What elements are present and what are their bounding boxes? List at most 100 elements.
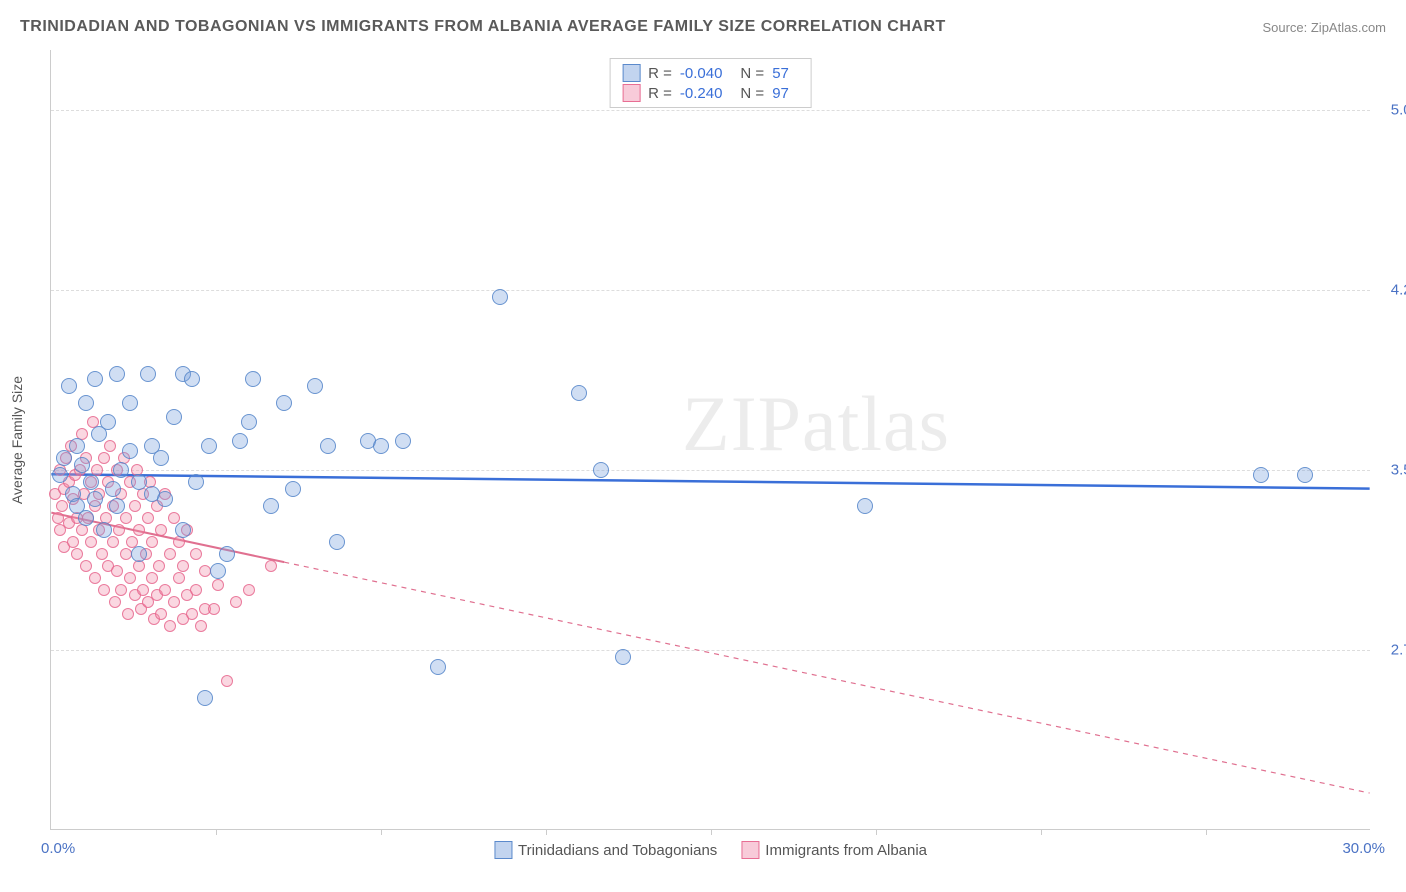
scatter-point: [100, 414, 116, 430]
scatter-point: [164, 548, 176, 560]
scatter-point: [113, 462, 129, 478]
y-tick-label: 4.25: [1375, 282, 1406, 299]
scatter-point: [74, 457, 90, 473]
scatter-point: [615, 649, 631, 665]
scatter-point: [320, 438, 336, 454]
scatter-point: [175, 522, 191, 538]
scatter-point: [208, 603, 220, 615]
scatter-point: [329, 534, 345, 550]
scatter-point: [571, 385, 587, 401]
scatter-point: [263, 498, 279, 514]
scatter-point: [155, 524, 167, 536]
scatter-point: [52, 467, 68, 483]
source-label: Source: ZipAtlas.com: [1262, 20, 1386, 35]
scatter-point: [307, 378, 323, 394]
scatter-point: [78, 395, 94, 411]
scatter-point: [109, 366, 125, 382]
scatter-point: [124, 572, 136, 584]
scatter-point: [173, 572, 185, 584]
scatter-point: [122, 443, 138, 459]
scatter-point: [107, 536, 119, 548]
x-max-label: 30.0%: [1342, 840, 1385, 857]
x-tick: [876, 829, 877, 835]
gridline: [51, 650, 1370, 651]
scatter-point: [166, 409, 182, 425]
scatter-point: [56, 450, 72, 466]
scatter-point: [146, 572, 158, 584]
scatter-point: [80, 560, 92, 572]
scatter-point: [78, 510, 94, 526]
series-pink-label: Immigrants from Albania: [765, 842, 927, 859]
scatter-point: [83, 474, 99, 490]
series-blue-label: Trinidadians and Tobagonians: [518, 842, 717, 859]
scatter-point: [190, 548, 202, 560]
watermark: ZIPatlas: [682, 379, 950, 469]
gridline: [51, 470, 1370, 471]
scatter-point: [104, 440, 116, 452]
scatter-point: [857, 498, 873, 514]
scatter-point: [373, 438, 389, 454]
gridline: [51, 110, 1370, 111]
scatter-point: [164, 620, 176, 632]
scatter-point: [105, 481, 121, 497]
scatter-point: [122, 608, 134, 620]
chart-title: TRINIDADIAN AND TOBAGONIAN VS IMMIGRANTS…: [20, 18, 946, 36]
scatter-point: [153, 560, 165, 572]
scatter-point: [232, 433, 248, 449]
scatter-point: [109, 596, 121, 608]
scatter-point: [221, 675, 233, 687]
x-min-label: 0.0%: [41, 840, 75, 857]
y-axis-label: Average Family Size: [9, 375, 25, 503]
x-tick: [381, 829, 382, 835]
x-tick: [711, 829, 712, 835]
scatter-point: [241, 414, 257, 430]
scatter-point: [61, 378, 77, 394]
scatter-point: [140, 366, 156, 382]
scatter-point: [153, 450, 169, 466]
scatter-point: [243, 584, 255, 596]
x-tick: [546, 829, 547, 835]
scatter-point: [120, 548, 132, 560]
scatter-point: [120, 512, 132, 524]
scatter-point: [122, 395, 138, 411]
scatter-point: [197, 690, 213, 706]
scatter-point: [85, 536, 97, 548]
swatch-blue-icon: [494, 841, 512, 859]
scatter-point: [131, 474, 147, 490]
scatter-point: [219, 546, 235, 562]
scatter-point: [276, 395, 292, 411]
scatter-point: [199, 565, 211, 577]
scatter-point: [56, 500, 68, 512]
y-tick-label: 3.50: [1375, 462, 1406, 479]
scatter-point: [195, 620, 207, 632]
scatter-point: [159, 584, 171, 596]
scatter-point: [593, 462, 609, 478]
x-tick: [1206, 829, 1207, 835]
x-tick: [1041, 829, 1042, 835]
y-tick-label: 5.00: [1375, 102, 1406, 119]
scatter-point: [87, 371, 103, 387]
scatter-point: [157, 491, 173, 507]
scatter-point: [109, 498, 125, 514]
scatter-point: [113, 524, 125, 536]
scatter-point: [131, 546, 147, 562]
scatter-point: [155, 608, 167, 620]
scatter-point: [67, 536, 79, 548]
plot-area: 2.753.504.255.00 ZIPatlas R = -0.040 N =…: [50, 50, 1370, 830]
scatter-point: [1253, 467, 1269, 483]
legend-stats: R = -0.040 N = 57 R = -0.240 N = 97: [609, 58, 812, 108]
scatter-point: [142, 512, 154, 524]
scatter-point: [87, 491, 103, 507]
scatter-point: [71, 548, 83, 560]
scatter-point: [111, 565, 123, 577]
scatter-point: [98, 452, 110, 464]
scatter-point: [98, 584, 110, 596]
scatter-point: [190, 584, 202, 596]
swatch-blue-icon: [622, 64, 640, 82]
scatter-point: [245, 371, 261, 387]
scatter-point: [395, 433, 411, 449]
scatter-point: [184, 371, 200, 387]
scatter-point: [230, 596, 242, 608]
scatter-point: [129, 500, 141, 512]
scatter-point: [133, 524, 145, 536]
